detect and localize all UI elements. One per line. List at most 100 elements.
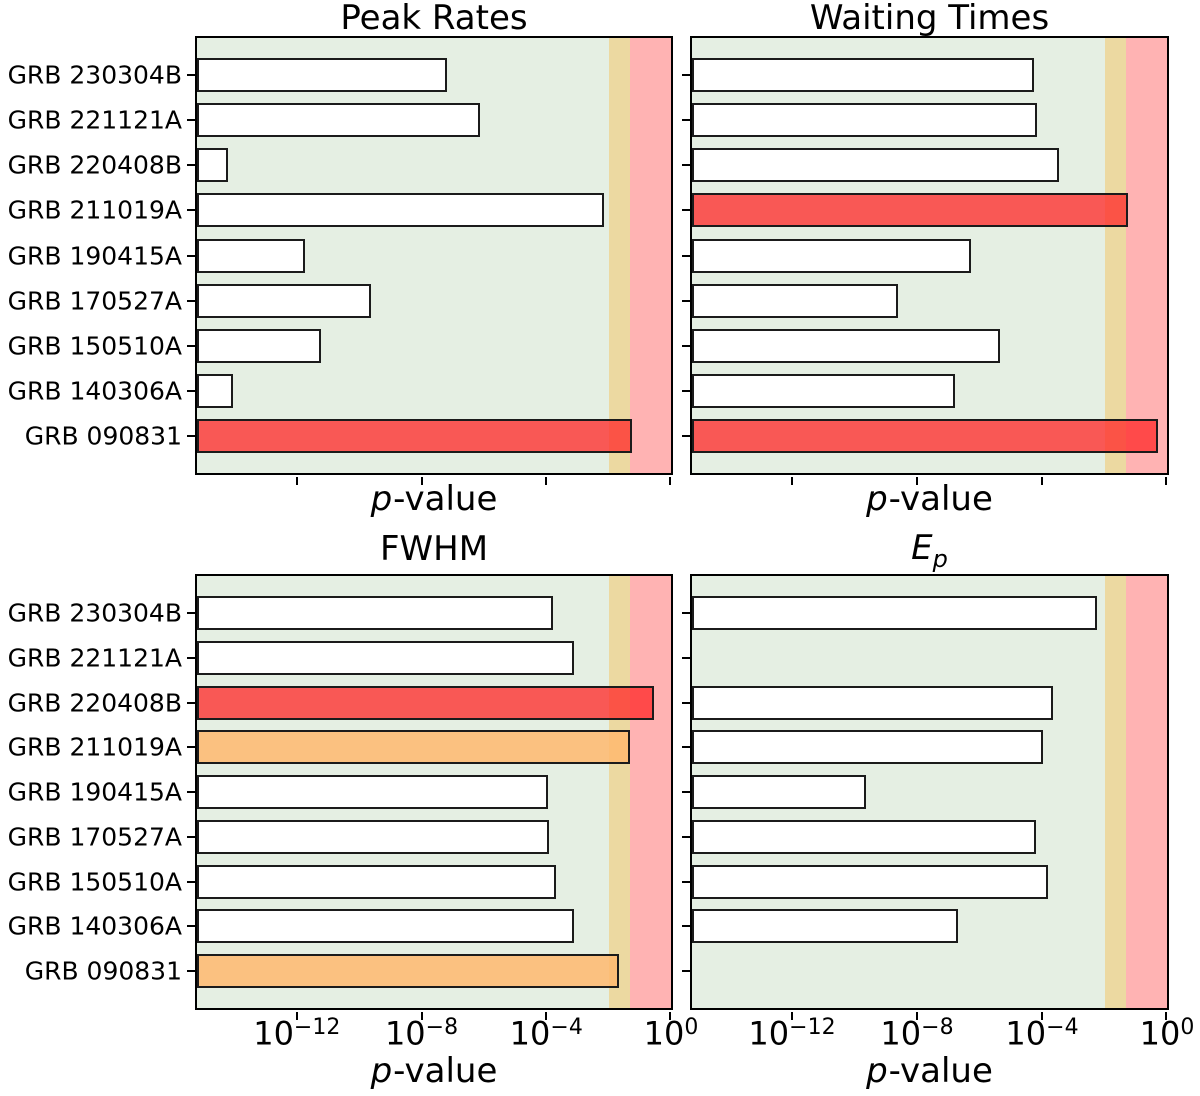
- bar-grb-140306a: [692, 909, 959, 944]
- y-tick: [682, 209, 690, 212]
- y-tick-label: GRB 220408B: [7, 150, 182, 180]
- subplot-title-waiting-times: Waiting Times: [809, 0, 1050, 38]
- y-tick: [187, 656, 195, 659]
- y-tick: [682, 925, 690, 928]
- y-tick-label: GRB 221121A: [7, 643, 182, 673]
- x-tick-label: 10−8: [880, 1014, 954, 1053]
- x-tick: [791, 1012, 793, 1020]
- subplot-title-ep: Ep: [911, 528, 948, 573]
- y-tick: [682, 701, 690, 704]
- x-tick-label: 10−4: [1005, 1014, 1079, 1053]
- bar-grb-150510a: [692, 328, 1000, 363]
- pink-significance-band: [630, 576, 671, 1008]
- y-tick-label: GRB 170527A: [7, 286, 182, 316]
- bar-grb-230304b: [692, 58, 1034, 92]
- y-tick: [682, 299, 690, 302]
- x-tick: [420, 477, 423, 485]
- yellow-significance-band: [608, 576, 631, 1008]
- x-axis-label-text: -value: [393, 479, 498, 519]
- y-tick-label: GRB 090831: [24, 956, 182, 986]
- x-axis-label-fwhm: p-value: [370, 1051, 498, 1091]
- bar-grb-090831: [197, 419, 632, 453]
- x-tick: [295, 1012, 298, 1020]
- bar-grb-221121a: [197, 640, 574, 675]
- x-tick-label: 100: [643, 1014, 699, 1053]
- y-tick-label: GRB 230304B: [7, 598, 182, 628]
- x-tick: [420, 1012, 423, 1020]
- y-tick: [187, 746, 195, 749]
- bar-grb-150510a: [692, 864, 1048, 899]
- y-tick-label: GRB 170527A: [7, 822, 182, 852]
- y-tick: [682, 164, 690, 167]
- bar-grb-220408b: [197, 685, 655, 720]
- bar-grb-140306a: [197, 909, 575, 944]
- x-axis-label-text: -value: [888, 479, 993, 519]
- bar-grb-170527a: [197, 819, 549, 854]
- bar-grb-211019a: [197, 193, 604, 228]
- bar-grb-230304b: [692, 596, 1098, 630]
- y-tick: [682, 970, 690, 972]
- y-tick: [187, 925, 195, 928]
- y-tick-label: GRB 150510A: [7, 867, 182, 896]
- y-tick: [187, 970, 195, 972]
- yellow-significance-band: [1104, 576, 1127, 1008]
- x-axis-label-waiting-times: p-value: [866, 479, 993, 519]
- x-tick-label: 10−12: [253, 1014, 341, 1053]
- bar-grb-211019a: [692, 730, 1044, 765]
- bar-grb-190415a: [692, 775, 867, 809]
- x-tick: [669, 1012, 671, 1020]
- yellow-significance-band: [1104, 38, 1127, 473]
- subplot-waiting-times: [682, 36, 1169, 485]
- x-tick-label: 10−4: [509, 1014, 583, 1053]
- x-tick: [1041, 477, 1043, 485]
- y-tick: [187, 835, 195, 838]
- pink-significance-band: [630, 38, 671, 473]
- bar-grb-221121a: [197, 103, 481, 138]
- y-tick-label: GRB 150510A: [7, 331, 182, 361]
- y-tick: [682, 656, 690, 659]
- y-tick-label: GRB 211019A: [7, 732, 182, 762]
- y-tick-label: GRB 211019A: [7, 195, 182, 225]
- bar-grb-220408b: [692, 685, 1054, 720]
- bar-grb-190415a: [197, 775, 548, 809]
- x-tick: [1041, 1012, 1043, 1020]
- y-tick: [682, 344, 690, 347]
- x-tick-label: 100: [1139, 1014, 1195, 1053]
- subplot-title-peak-rates: Peak Rates: [340, 0, 528, 38]
- y-tick-label: GRB 090831: [24, 421, 182, 451]
- y-tick: [187, 344, 195, 347]
- x-tick: [791, 477, 793, 485]
- bar-grb-150510a: [197, 864, 556, 899]
- bar-grb-220408b: [197, 148, 229, 183]
- bar-grb-220408b: [692, 148, 1059, 183]
- y-tick: [187, 791, 195, 793]
- yellow-significance-band: [608, 38, 631, 473]
- bar-grb-211019a: [692, 193, 1128, 228]
- bar-grb-170527a: [692, 819, 1036, 854]
- bar-grb-221121a: [692, 103, 1037, 138]
- y-tick: [187, 254, 195, 257]
- y-tick: [187, 299, 195, 302]
- y-tick: [187, 701, 195, 704]
- y-tick: [682, 880, 690, 883]
- bar-grb-211019a: [197, 730, 630, 765]
- y-tick: [187, 164, 195, 167]
- x-axis-label-peak-rates: p-value: [370, 479, 498, 519]
- bar-grb-090831: [692, 419, 1158, 453]
- x-tick: [1165, 1012, 1167, 1020]
- y-tick-label: GRB 140306A: [7, 376, 182, 406]
- y-tick: [187, 74, 195, 76]
- y-tick-label: GRB 190415A: [7, 777, 182, 807]
- y-tick: [187, 119, 195, 122]
- subplot-peak-rates: [187, 36, 673, 485]
- bar-grb-090831: [197, 954, 620, 988]
- bar-grb-230304b: [197, 58, 448, 92]
- x-tick-label: 10−12: [748, 1014, 836, 1053]
- x-tick-label: 10−8: [384, 1014, 459, 1053]
- x-axis-label-ep: p-value: [866, 1051, 993, 1091]
- bar-grb-140306a: [692, 373, 956, 408]
- y-tick: [682, 119, 690, 122]
- y-tick: [682, 435, 690, 437]
- y-tick: [187, 389, 195, 392]
